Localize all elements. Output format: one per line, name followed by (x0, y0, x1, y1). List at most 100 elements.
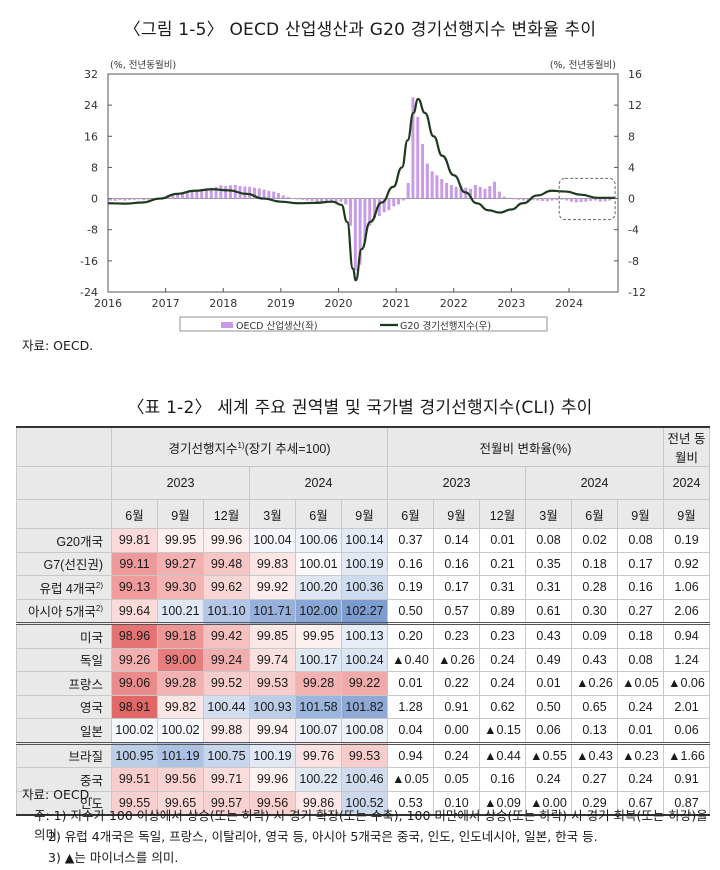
bar-mark (281, 195, 285, 199)
bar-mark (344, 198, 348, 205)
cli-cell: 100.22 (295, 767, 342, 792)
bar-mark (555, 198, 559, 201)
note-2: 2) 유럽 4개국은 독일, 프랑스, 이탈리아, 영국 등, 아시아 5개국은… (48, 829, 598, 844)
mom-cell: 0.05 (433, 767, 480, 792)
cli-cell: 100.08 (341, 718, 388, 744)
mom-cell: 0.24 (479, 671, 526, 696)
bar-mark (478, 186, 482, 199)
month-header: 9월 (341, 499, 388, 529)
cli-cell: 99.83 (249, 551, 296, 576)
y-left-tick-label: -16 (80, 255, 98, 268)
mom-cell: 0.16 (479, 767, 526, 792)
cli-cell: 100.75 (203, 741, 250, 768)
month-header: 6월 (387, 499, 434, 529)
cli-cell: 100.02 (111, 718, 158, 744)
mom-cell: 0.13 (571, 718, 618, 744)
bar-mark (517, 198, 521, 200)
bar-mark (512, 198, 516, 200)
bar-mark (574, 198, 578, 203)
row-label: 브라질 (16, 741, 112, 768)
bar-mark (272, 191, 276, 199)
cli-cell: 99.95 (295, 622, 342, 649)
row-label: 유럽 4개국2) (16, 575, 112, 600)
table-row: 유럽 4개국2) 99.13 99.30 99.62 99.92 100.20 100.36… (16, 575, 710, 600)
cli-cell: 102.00 (295, 598, 342, 624)
mom-cell: 0.50 (387, 598, 434, 624)
bar-mark (584, 198, 588, 202)
bar-mark (180, 193, 184, 199)
mom-cell: ▲0.44 (479, 741, 526, 768)
y-right-tick-label: -4 (628, 224, 639, 237)
bar-mark (435, 175, 439, 199)
month-header: 9월 (433, 499, 480, 529)
bar-mark (363, 198, 367, 242)
mom-cell: 0.29 (571, 790, 618, 816)
y-right-tick-label: 12 (628, 99, 642, 112)
cli-cell: 100.36 (341, 575, 388, 600)
cli-cell: 99.82 (157, 694, 204, 719)
mom-cell: 0.23 (479, 622, 526, 649)
mom-cell: 0.19 (387, 575, 434, 600)
mom-cell: 0.02 (571, 528, 618, 553)
bar-mark (325, 198, 328, 203)
bar-mark (387, 198, 391, 211)
yoy-cell: 0.94 (663, 622, 710, 649)
cli-cell: 99.94 (249, 718, 296, 744)
mom-cell: 0.16 (387, 551, 434, 576)
cli-cell: 99.24 (203, 647, 250, 672)
cli-cell: 101.10 (203, 598, 250, 624)
table-row: 영국 98.91 99.82 100.44 100.93 101.58 101.82 1.28… (16, 694, 710, 719)
bar-mark (195, 190, 199, 199)
cli-cell: 99.13 (111, 575, 158, 600)
yoy-cell: 2.01 (663, 694, 710, 719)
mom-cell: 0.18 (571, 551, 618, 576)
legend-bar-label: OECD 산업생산(좌) (236, 320, 318, 332)
bar-mark (353, 198, 357, 271)
group-header-cli: 경기선행지수1)(장기 추세=100) (111, 426, 388, 467)
cli-table: 경기선행지수1)(장기 추세=100) 전월비 변화율(%) 전년 동월비 20… (16, 426, 710, 816)
cli-cell: 100.19 (249, 741, 296, 768)
x-tick-label: 2018 (209, 297, 237, 310)
row-label: 미국 (16, 622, 112, 649)
bar-mark (276, 193, 280, 199)
plot-frame (107, 73, 619, 293)
cli-cell: 102.27 (341, 598, 388, 624)
bar-mark (257, 188, 261, 199)
corner-cell (16, 499, 112, 529)
mom-cell: ▲0.05 (617, 671, 664, 696)
x-tick-label: 2023 (497, 297, 525, 310)
table-row: G20개국 99.81 99.95 99.96 100.04 100.06 100.14 0.… (16, 528, 710, 553)
bar-mark (397, 198, 401, 205)
x-tick-label: 2016 (94, 297, 122, 310)
mom-cell: ▲0.55 (525, 741, 572, 768)
right-unit-label: (%, 전년동월비) (550, 59, 616, 71)
mom-cell: 0.28 (571, 575, 618, 600)
cli-cell: 100.02 (157, 718, 204, 744)
mom-cell: 0.08 (617, 647, 664, 672)
cli-cell: 99.55 (111, 790, 158, 816)
cli-cell: 99.53 (341, 741, 388, 768)
cli-cell: 101.19 (157, 741, 204, 768)
y-left-tick-label: 24 (84, 99, 98, 112)
y-right-tick-label: -12 (628, 286, 646, 299)
cli-cell: 99.28 (157, 671, 204, 696)
mom-cell: ▲0.05 (387, 767, 434, 792)
x-tick-label: 2024 (555, 297, 583, 310)
year-header: 2024 (525, 466, 664, 500)
cli-cell: 99.95 (157, 528, 204, 553)
row-label: 독일 (16, 647, 112, 672)
cli-cell: 100.13 (341, 622, 388, 649)
bar-mark (204, 188, 208, 199)
group-header-yoy: 전년 동월비 (663, 426, 710, 467)
cli-cell: 99.00 (157, 647, 204, 672)
mom-cell: 0.24 (433, 741, 480, 768)
bar-mark (392, 198, 396, 207)
row-label: 인도 (16, 790, 112, 816)
cli-cell: 99.74 (249, 647, 296, 672)
month-header: 6월 (295, 499, 342, 529)
cli-cell: 101.71 (249, 598, 296, 624)
cli-cell: 99.53 (249, 671, 296, 696)
bar-mark (589, 198, 593, 201)
cli-cell: 99.81 (111, 528, 158, 553)
bar-mark (118, 198, 122, 201)
